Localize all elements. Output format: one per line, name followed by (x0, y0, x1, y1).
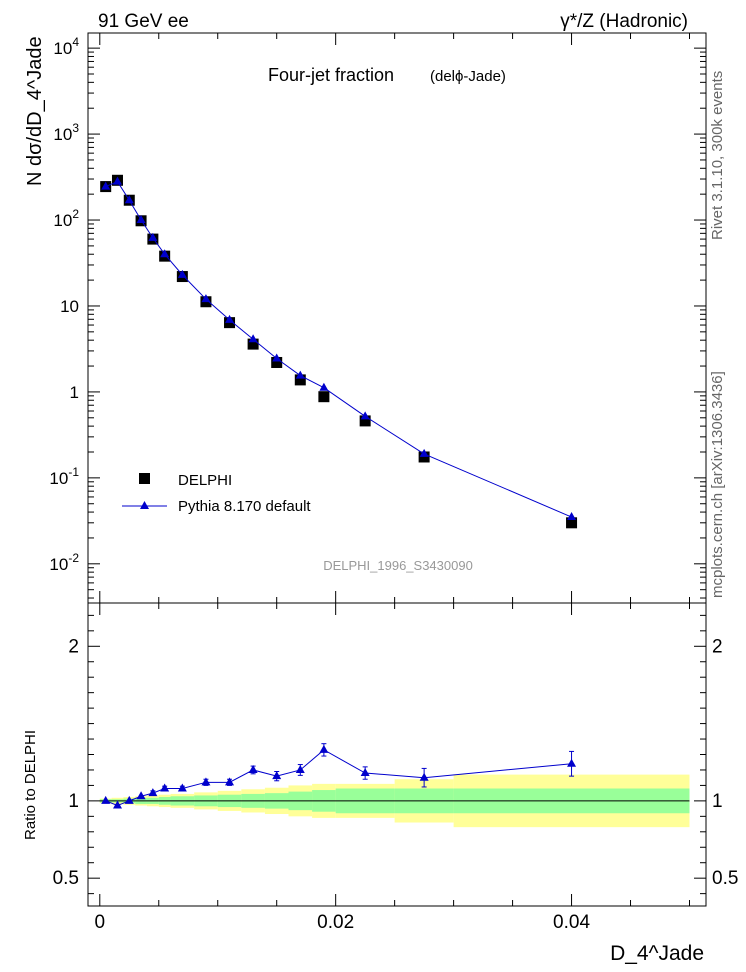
main-panel: Four-jet fraction (delϕ-Jade) DELPHI_199… (24, 32, 707, 604)
delphi-point (418, 451, 430, 463)
ratio-point (295, 764, 305, 773)
analysis-watermark: DELPHI_1996_S3430090 (323, 558, 473, 573)
ratio-ytick-label-right: 0.5 (712, 868, 738, 889)
ratio-point (160, 783, 170, 792)
pythia-point (319, 382, 329, 391)
main-ytick-label: 102 (53, 207, 79, 230)
ratio-panel: Ratio to DELPHI D_4^Jade 0.5 0.5 1 1 2 2 0 0.02… (22, 602, 738, 965)
legend: DELPHI Pythia 8.170 default (122, 472, 311, 515)
main-ytick-label: 10-1 (49, 465, 79, 488)
pythia-point (248, 334, 258, 343)
main-ytick-label: 103 (53, 121, 79, 144)
legend-delphi-label: DELPHI (178, 472, 232, 489)
pythia-point (419, 448, 429, 457)
ratio-xtick-label: 0.04 (553, 912, 590, 933)
ratio-ytick-label: 2 (68, 636, 79, 657)
pythia-point (225, 314, 235, 323)
delphi-point (294, 374, 306, 386)
energy-label: 91 GeV ee (98, 11, 189, 32)
delphi-point (359, 415, 371, 427)
delphi-point (318, 391, 330, 403)
ratio-xtick-label: 0 (95, 912, 106, 933)
ratio-ytick-label: 1 (68, 791, 79, 812)
main-ytick-label: 1 (70, 383, 79, 402)
ratio-ytick-label-right: 1 (712, 791, 723, 812)
ratio-point (201, 777, 211, 786)
pythia-line (105, 180, 572, 518)
main-ticks: 10-2 10-1 1 10 102 103 104 (49, 33, 706, 603)
pythia-point (101, 181, 111, 190)
legend-pythia-label: Pythia 8.170 default (178, 498, 311, 515)
pythia-point (177, 269, 187, 278)
ratio-bands (99, 774, 690, 828)
ratio-point (177, 783, 187, 792)
ratio-point (101, 795, 111, 804)
pythia-point (295, 370, 305, 379)
delphi-point (247, 338, 259, 350)
pythia-point (112, 176, 122, 185)
main-frame (87, 32, 707, 604)
ratio-frame (87, 602, 707, 907)
delphi-point (566, 517, 578, 529)
delphi-point (271, 356, 283, 368)
pythia-point (148, 232, 158, 241)
ratio-point (567, 758, 577, 767)
ratio-point (319, 744, 329, 753)
ratio-point (112, 800, 122, 809)
ratio-point (272, 771, 282, 780)
pythia-point (160, 249, 170, 258)
pythia-point (567, 512, 577, 521)
pythia-point (272, 353, 282, 362)
ratio-series (101, 743, 577, 809)
ratio-ytick-label-right: 2 (712, 636, 723, 657)
ratio-point (136, 791, 146, 800)
ratio-xtick-label: 0.02 (317, 912, 354, 933)
ratio-line (105, 749, 572, 807)
main-ytick-label: 104 (53, 35, 79, 58)
main-ytick-label: 10-2 (49, 551, 79, 574)
pythia-point (360, 411, 370, 420)
ratio-xlabel: D_4^Jade (610, 942, 704, 965)
mcplots-label: mcplots.cern.ch [arXiv:1306.3436] (709, 371, 726, 598)
ratio-point (419, 772, 429, 781)
legend-pythia-marker (140, 501, 149, 509)
main-series (100, 174, 578, 529)
ratio-point (360, 768, 370, 777)
ratio-ticks: 0.5 0.5 1 1 2 2 0 0.02 0.04 (53, 603, 738, 933)
legend-delphi-marker (139, 473, 150, 484)
ratio-point (124, 795, 134, 804)
ratio-point (248, 764, 258, 773)
rivet-label: Rivet 3.1.10, 300k events (709, 71, 726, 240)
main-ytick-label: 10 (60, 297, 79, 316)
plot-subtitle: (delϕ-Jade) (430, 68, 506, 85)
pythia-point (124, 195, 134, 204)
main-ylabel: N dσ/dD_4^Jade (24, 36, 46, 186)
pythia-point (136, 215, 146, 224)
ratio-point (148, 788, 158, 797)
ratio-ytick-label: 0.5 (53, 868, 79, 889)
ratio-ylabel: Ratio to DELPHI (22, 730, 39, 840)
plot-title: Four-jet fraction (268, 65, 394, 85)
pythia-point (201, 294, 211, 303)
ratio-point (225, 777, 235, 786)
process-label: γ*/Z (Hadronic) (560, 11, 688, 32)
